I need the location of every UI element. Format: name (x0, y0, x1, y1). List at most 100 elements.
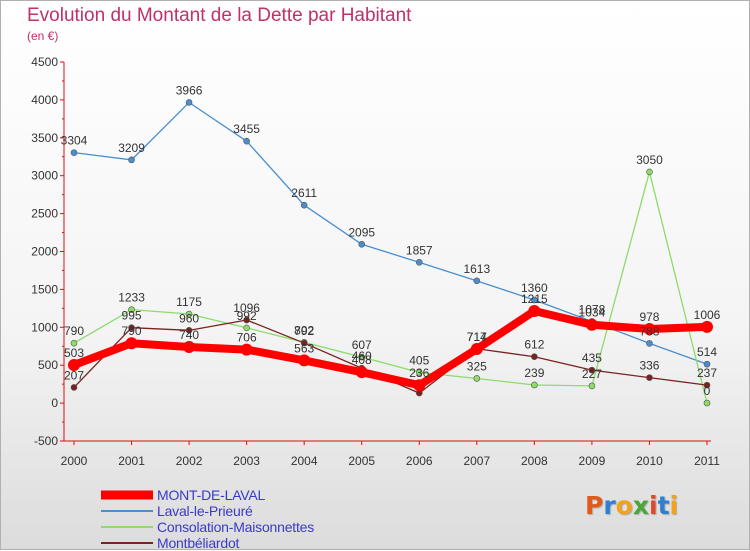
legend-label-montbeliardot: Montbéliardot (157, 535, 240, 551)
x-tick-label: 2000 (61, 454, 88, 468)
legend-item-mont-de-laval[interactable]: MONT-DE-LAVAL (101, 487, 314, 503)
legend-item-laval-le-prieure[interactable]: Laval-le-Prieuré (101, 503, 314, 519)
data-label: 2611 (291, 186, 317, 200)
x-tick-label: 2002 (176, 454, 203, 468)
series-point (415, 259, 423, 266)
chart-subtitle: (en €) (27, 29, 59, 43)
data-label: 3209 (118, 141, 145, 155)
series-point (183, 341, 196, 354)
data-label: 1613 (463, 262, 490, 276)
data-label: 336 (639, 359, 659, 373)
data-label: 1096 (233, 301, 260, 315)
series-point (703, 381, 711, 389)
series-point (643, 322, 656, 335)
legend-item-consolation-maisonnettes[interactable]: Consolation-Maisonnettes (101, 519, 314, 535)
logo-letter: P (585, 491, 604, 520)
series-point (70, 384, 78, 391)
series-point (531, 381, 538, 389)
series-point (185, 99, 193, 106)
y-tick-label: 1500 (31, 282, 58, 296)
series-point (358, 353, 366, 361)
data-label: 3455 (233, 122, 260, 136)
data-label: 503 (64, 346, 84, 360)
data-label: 740 (179, 328, 199, 342)
data-label: 706 (237, 331, 257, 345)
series-point (358, 240, 366, 248)
proxiti-logo: Proxiti (585, 491, 678, 520)
series-point (531, 353, 538, 361)
y-tick-label: 3500 (31, 131, 58, 145)
series-point (185, 310, 193, 318)
series-point (70, 339, 78, 347)
series-point (646, 340, 653, 347)
series-point (415, 369, 423, 376)
logo-letter: i (669, 491, 679, 520)
series-point (585, 318, 598, 331)
x-tick-label: 2004 (291, 454, 318, 468)
data-label: 960 (179, 311, 199, 325)
series-point (128, 156, 135, 164)
series-point (298, 354, 311, 367)
data-label: 992 (237, 309, 257, 323)
data-labels: 503 790 740 706 563 408 236 714 1215 1034 978 1006 3… (61, 83, 721, 398)
data-label: 717 (467, 330, 487, 344)
legend-item-montbeliardot[interactable]: Montbéliardot (101, 535, 314, 551)
axes: -500 0 500 1000 1500 2000 2500 3000 3500 4000 4500… (31, 55, 720, 468)
series-point (128, 324, 135, 331)
series-point (355, 366, 368, 379)
series-point (588, 382, 596, 390)
series-point (243, 316, 250, 324)
legend-label-mont-de-laval: MONT-DE-LAVAL (157, 487, 266, 503)
y-tick-label: 0 (51, 396, 58, 410)
data-label: 563 (294, 341, 314, 355)
series-point (646, 168, 653, 176)
x-tick-label: 2010 (636, 454, 663, 468)
y-tick-label: 3000 (31, 169, 58, 183)
chart-title: Evolution du Montant de la Dette par Hab… (27, 5, 412, 26)
data-label: 460 (352, 349, 372, 363)
data-label: 408 (352, 353, 372, 367)
data-label: 239 (524, 366, 544, 380)
series-point (703, 399, 711, 407)
series-line (73, 171, 708, 404)
data-label: 1360 (521, 281, 548, 295)
legend-label-consolation-maisonnettes: Consolation-Maisonnettes (157, 519, 315, 535)
y-tick-label: 2500 (31, 207, 58, 221)
y-tick-label: 1000 (31, 320, 58, 334)
data-label: 1034 (579, 306, 606, 320)
logo-letter: t (657, 491, 670, 520)
series-point (125, 337, 138, 350)
series-point (531, 296, 538, 304)
x-tick-label: 2007 (463, 454, 490, 468)
data-label: 325 (467, 359, 487, 373)
series-point (300, 339, 308, 347)
series-point (528, 305, 541, 318)
data-label: 1233 (118, 291, 145, 305)
series-line (70, 307, 711, 390)
legend-swatch-consolation-maisonnettes (101, 526, 153, 528)
data-label: 0 (704, 384, 711, 398)
data-label: 1857 (406, 243, 433, 257)
y-tick-label: 2000 (31, 245, 58, 259)
series-point (470, 342, 483, 355)
series-point (128, 306, 135, 313)
x-tick-label: 2006 (406, 454, 433, 468)
x-tick-label: 2003 (233, 454, 260, 468)
data-label: 207 (64, 368, 84, 382)
logo-letter: i (649, 491, 658, 520)
series-point (68, 358, 80, 371)
data-label: 3304 (61, 134, 88, 148)
series-point (240, 343, 253, 356)
data-label: 405 (409, 353, 429, 367)
series-point (185, 327, 193, 334)
data-label: 1006 (694, 308, 721, 322)
legend-swatch-laval-le-prieure (101, 510, 153, 512)
series-point (70, 149, 78, 156)
data-label: 802 (294, 323, 314, 337)
data-label: 2095 (348, 225, 375, 239)
data-label: 1078 (579, 302, 606, 316)
data-label: 1215 (521, 292, 548, 306)
series-point (703, 360, 711, 368)
